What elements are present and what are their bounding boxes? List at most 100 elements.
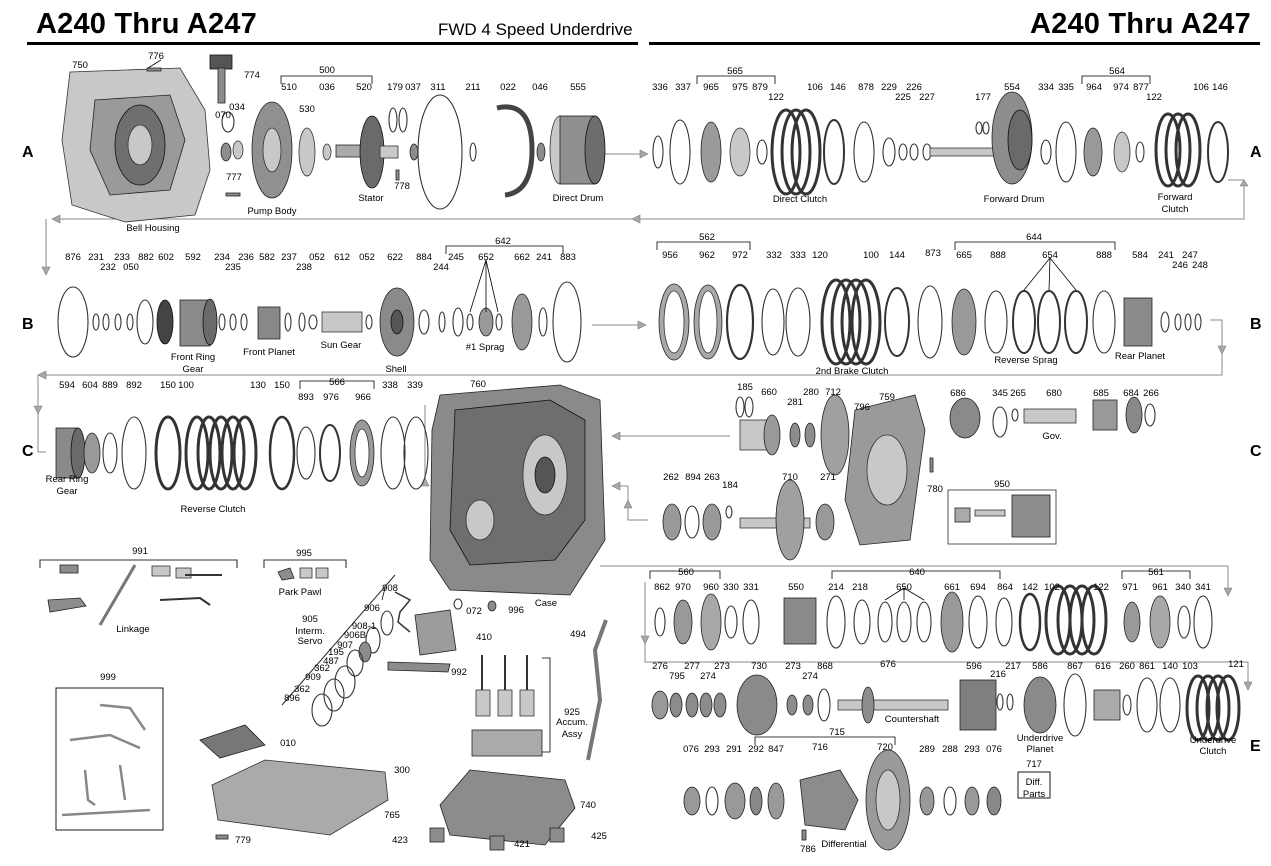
part-number-962: 962 (699, 250, 715, 261)
caption-bell-housing: Bell Housing (126, 223, 179, 234)
direct-drum (549, 115, 606, 185)
part-number-245: 245 (448, 252, 464, 263)
part-number-120: 120 (812, 250, 828, 261)
part-number-892: 892 (126, 380, 142, 391)
part-number-864: 864 (997, 582, 1013, 593)
part-number-976: 976 (323, 392, 339, 403)
caption-underdrive-planet-2: Planet (1027, 744, 1054, 755)
part-number-717: 717 (1026, 759, 1042, 770)
row-label-a-right: A (1250, 144, 1262, 161)
part-number-235: 235 (225, 262, 241, 273)
part-number-867: 867 (1067, 661, 1083, 672)
row-label-a-left: A (22, 144, 34, 161)
part-number-293: 293 (704, 744, 720, 755)
part-number-179: 179 (387, 82, 403, 93)
part-number-777: 777 (226, 172, 242, 183)
part-number-975: 975 (732, 82, 748, 93)
part-number-277: 277 (684, 661, 700, 672)
part-number-150: 150 (160, 380, 176, 391)
part-number-879: 879 (752, 82, 768, 93)
part-number-106: 106 (807, 82, 823, 93)
part-number-052: 052 (359, 252, 375, 263)
row-label-c-left: C (22, 443, 34, 460)
part-number-341: 341 (1195, 582, 1211, 593)
part-number-883: 883 (560, 252, 576, 263)
part-number-582: 582 (259, 252, 275, 263)
part-number-421: 421 (514, 839, 530, 850)
part-number-037: 037 (405, 82, 421, 93)
part-number-500: 500 (319, 65, 335, 76)
part-number-956: 956 (662, 250, 678, 261)
part-number-999: 999 (100, 672, 116, 683)
part-number-779: 779 (235, 835, 251, 846)
part-number-022: 022 (500, 82, 516, 93)
part-number-960: 960 (703, 582, 719, 593)
caption-accum-assy-1: Accum. (556, 717, 588, 728)
part-number-300: 300 (394, 765, 410, 776)
part-number-260: 260 (1119, 661, 1135, 672)
part-number-177: 177 (975, 92, 991, 103)
accumulator-parts (471, 619, 608, 761)
part-number-596: 596 (966, 661, 982, 672)
part-number-070: 070 (215, 110, 231, 121)
caption-countershaft: Countershaft (885, 714, 940, 725)
part-number-247: 247 (1182, 250, 1198, 261)
part-number-564: 564 (1109, 66, 1125, 77)
row-a-forward-parts (1040, 112, 1229, 188)
row-e-countershaft-parts (651, 673, 1241, 742)
header-rule-left (27, 42, 638, 45)
servo-parts (281, 574, 497, 727)
part-number-280: 280 (803, 387, 819, 398)
caption-stator: Stator (358, 193, 383, 204)
part-number-103: 103 (1182, 661, 1198, 672)
part-number-231: 231 (88, 252, 104, 263)
part-number-293: 293 (964, 744, 980, 755)
caption-sprag1: #1 Sprag (466, 342, 505, 353)
caption-rear-ring-gear-1: Rear Ring (46, 474, 89, 485)
part-number-146: 146 (830, 82, 846, 93)
part-number-555: 555 (570, 82, 586, 93)
part-number-661: 661 (944, 582, 960, 593)
part-number-273: 273 (714, 661, 730, 672)
part-number-238: 238 (296, 262, 312, 273)
row-label-c-right: C (1250, 443, 1262, 460)
part-number-786: 786 (800, 844, 816, 855)
part-number-594: 594 (59, 380, 75, 391)
part-number-332: 332 (766, 250, 782, 261)
part-number-234: 234 (214, 252, 230, 263)
part-number-425: 425 (591, 831, 607, 842)
part-number-964: 964 (1086, 82, 1102, 93)
part-number-046: 046 (532, 82, 548, 93)
part-number-362: 362 (294, 684, 310, 695)
part-number-906B: 906B (344, 630, 366, 641)
part-number-292: 292 (748, 744, 764, 755)
part-number-759: 759 (879, 392, 895, 403)
part-number-888: 888 (1096, 250, 1112, 261)
part-number-271: 271 (820, 472, 836, 483)
part-number-227: 227 (919, 92, 935, 103)
caption-front-planet: Front Planet (243, 347, 295, 358)
row-label-b-right: B (1250, 316, 1262, 333)
part-number-142: 142 (1022, 582, 1038, 593)
part-number-685: 685 (1093, 388, 1109, 399)
part-number-010: 010 (280, 738, 296, 749)
part-number-106: 106 (1193, 82, 1209, 93)
caption-reverse-clutch: Reverse Clutch (181, 504, 246, 515)
caption-pump-body: Pump Body (247, 206, 296, 217)
part-number-122: 122 (768, 92, 784, 103)
header-rule-right (649, 42, 1260, 45)
part-number-226: 226 (906, 82, 922, 93)
part-number-530: 530 (299, 104, 315, 115)
part-number-950: 950 (994, 479, 1010, 490)
part-number-906: 906 (364, 603, 380, 614)
part-number-276: 276 (652, 661, 668, 672)
part-number-965: 965 (703, 82, 719, 93)
part-number-642: 642 (495, 236, 511, 247)
part-number-907: 907 (337, 640, 353, 651)
part-number-905: 905 (302, 614, 318, 625)
row-d-shaft-parts (662, 479, 1057, 561)
part-captions: Bell Housing Pump Body Stator Direct Drum Di… (46, 192, 1237, 850)
part-number-281: 281 (787, 397, 803, 408)
part-number-966: 966 (355, 392, 371, 403)
